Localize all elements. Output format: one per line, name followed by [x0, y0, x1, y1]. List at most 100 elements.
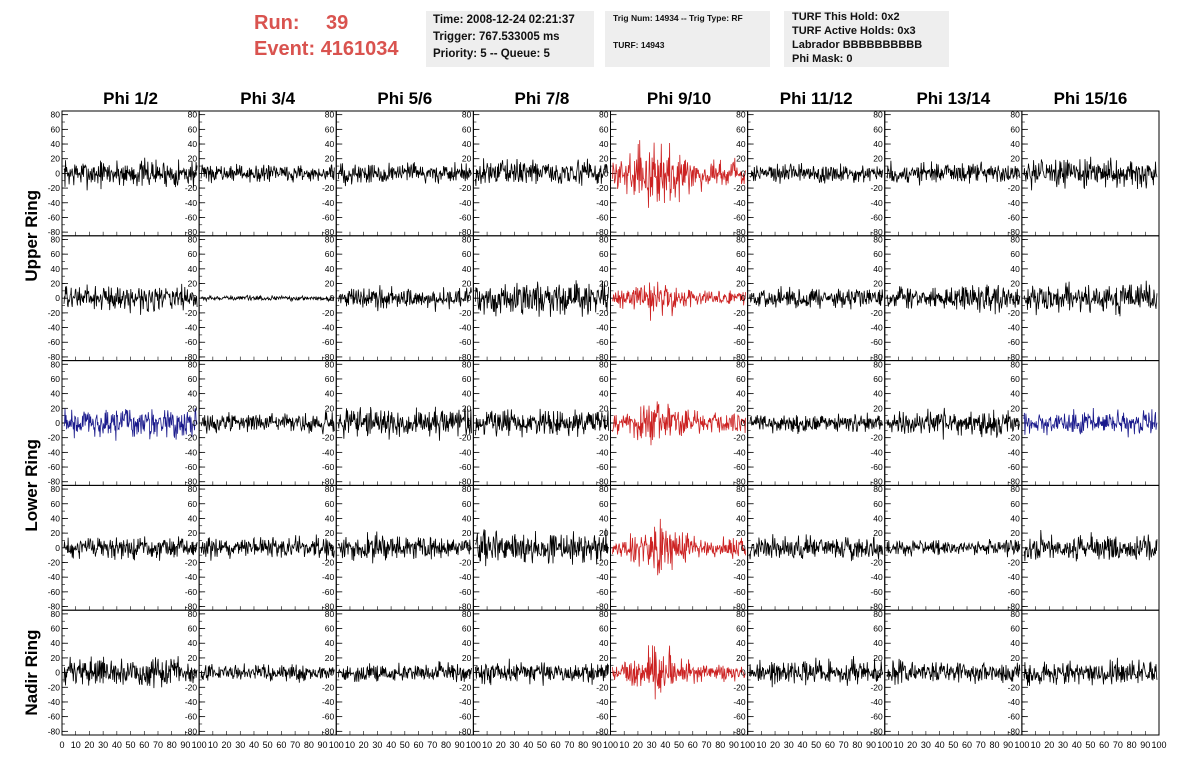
- event-number: 4161034: [320, 38, 399, 60]
- y-tick-label: 0: [878, 168, 883, 178]
- y-tick-label: -60: [733, 337, 746, 347]
- waveform-line: [612, 140, 746, 208]
- y-tick-label: 80: [599, 234, 609, 244]
- y-tick-label: -20: [185, 682, 198, 692]
- y-tick-label: 60: [599, 624, 609, 634]
- time-text: Time: 2008-12-24 02:21:37: [433, 14, 575, 26]
- y-tick-label: 60: [1010, 124, 1020, 134]
- y-tick-label: 40: [462, 264, 472, 274]
- y-tick-label: 40: [873, 389, 883, 399]
- y-tick-label: -20: [459, 557, 472, 567]
- y-tick-label: -20: [48, 183, 61, 193]
- y-tick-label: 20: [51, 154, 61, 164]
- y-tick-label: -60: [1008, 712, 1021, 722]
- x-tick-label: 100: [329, 740, 344, 750]
- y-tick-label: 40: [873, 638, 883, 648]
- y-tick-label: -60: [185, 462, 198, 472]
- y-tick-label: 60: [325, 124, 335, 134]
- y-tick-label: 60: [736, 374, 746, 384]
- y-tick-label: -40: [596, 447, 609, 457]
- y-tick-label: 40: [599, 513, 609, 523]
- waveform-line: [200, 663, 335, 683]
- x-tick-label: 10: [893, 740, 903, 750]
- y-tick-label: 40: [51, 638, 61, 648]
- y-tick-label: 80: [599, 484, 609, 494]
- y-tick-label: -60: [596, 587, 609, 597]
- y-tick-label: 60: [599, 249, 609, 259]
- y-tick-label: 20: [736, 528, 746, 538]
- waveform-line: [612, 401, 746, 446]
- waveform-line: [612, 281, 746, 321]
- x-tick-label: 70: [427, 740, 437, 750]
- x-tick-label: 40: [386, 740, 396, 750]
- y-tick-label: -40: [1008, 572, 1021, 582]
- y-tick-label: -20: [1008, 308, 1021, 318]
- x-tick-label: 50: [811, 740, 821, 750]
- y-tick-label: 80: [51, 234, 61, 244]
- waveform-line: [1023, 156, 1158, 191]
- y-tick-label: 0: [55, 293, 60, 303]
- y-tick-label: 40: [873, 264, 883, 274]
- y-tick-label: 20: [873, 653, 883, 663]
- column-header: Phi 11/12: [780, 89, 853, 108]
- x-tick-label: 80: [989, 740, 999, 750]
- y-tick-label: 0: [192, 168, 197, 178]
- y-tick-label: 40: [462, 139, 472, 149]
- x-tick-label: 30: [1058, 740, 1068, 750]
- y-tick-label: 60: [1010, 374, 1020, 384]
- y-tick-label: 40: [599, 638, 609, 648]
- y-tick-label: 40: [873, 513, 883, 523]
- x-tick-label: 20: [1044, 740, 1054, 750]
- y-tick-label: 40: [188, 638, 198, 648]
- trigger-text: Trigger: 767.533005 ms: [433, 31, 560, 43]
- y-tick-label: 80: [462, 609, 472, 619]
- x-tick-label: 20: [84, 740, 94, 750]
- y-tick-label: -40: [185, 198, 198, 208]
- y-tick-label: 0: [878, 543, 883, 553]
- y-tick-label: 60: [462, 249, 472, 259]
- y-tick-label: 80: [325, 359, 335, 369]
- x-tick-label: 10: [619, 740, 629, 750]
- y-tick-label: -40: [48, 198, 61, 208]
- x-tick-label: 30: [372, 740, 382, 750]
- y-tick-label: 0: [330, 543, 335, 553]
- y-tick-label: -20: [48, 308, 61, 318]
- y-tick-label: 20: [736, 279, 746, 289]
- waveform-line: [63, 283, 198, 315]
- y-tick-label: -40: [459, 198, 472, 208]
- y-tick-label: 60: [1010, 499, 1020, 509]
- y-tick-label: -80: [1008, 602, 1021, 612]
- y-tick-label: 40: [462, 638, 472, 648]
- x-tick-label: 80: [852, 740, 862, 750]
- run-event-label: Run: 39 Event: 4161034: [254, 10, 399, 62]
- y-tick-label: -40: [322, 447, 335, 457]
- y-tick-label: 60: [736, 499, 746, 509]
- waveform-line: [1023, 657, 1158, 687]
- y-tick-label: 60: [188, 124, 198, 134]
- y-tick-label: -60: [322, 337, 335, 347]
- y-tick-label: -80: [322, 477, 335, 487]
- y-tick-label: 40: [325, 264, 335, 274]
- ring-label: Upper Ring: [22, 190, 41, 282]
- x-tick-label: 100: [740, 740, 755, 750]
- y-tick-label: -60: [1008, 587, 1021, 597]
- waveform-line: [200, 294, 335, 303]
- y-tick-label: 20: [599, 528, 609, 538]
- y-tick-label: 80: [1010, 234, 1020, 244]
- y-tick-label: -60: [322, 587, 335, 597]
- y-tick-label: 20: [599, 653, 609, 663]
- x-tick-label: 90: [866, 740, 876, 750]
- y-tick-label: -40: [48, 572, 61, 582]
- y-tick-label: -20: [596, 557, 609, 567]
- x-tick-label: 30: [784, 740, 794, 750]
- y-tick-label: -60: [185, 587, 198, 597]
- waveform-line: [475, 408, 609, 438]
- y-tick-label: 0: [604, 543, 609, 553]
- y-tick-label: -40: [185, 572, 198, 582]
- waveform-line: [200, 411, 335, 435]
- y-tick-label: -60: [459, 712, 472, 722]
- y-tick-label: 80: [51, 359, 61, 369]
- y-tick-label: -40: [733, 697, 746, 707]
- y-tick-label: -40: [1008, 447, 1021, 457]
